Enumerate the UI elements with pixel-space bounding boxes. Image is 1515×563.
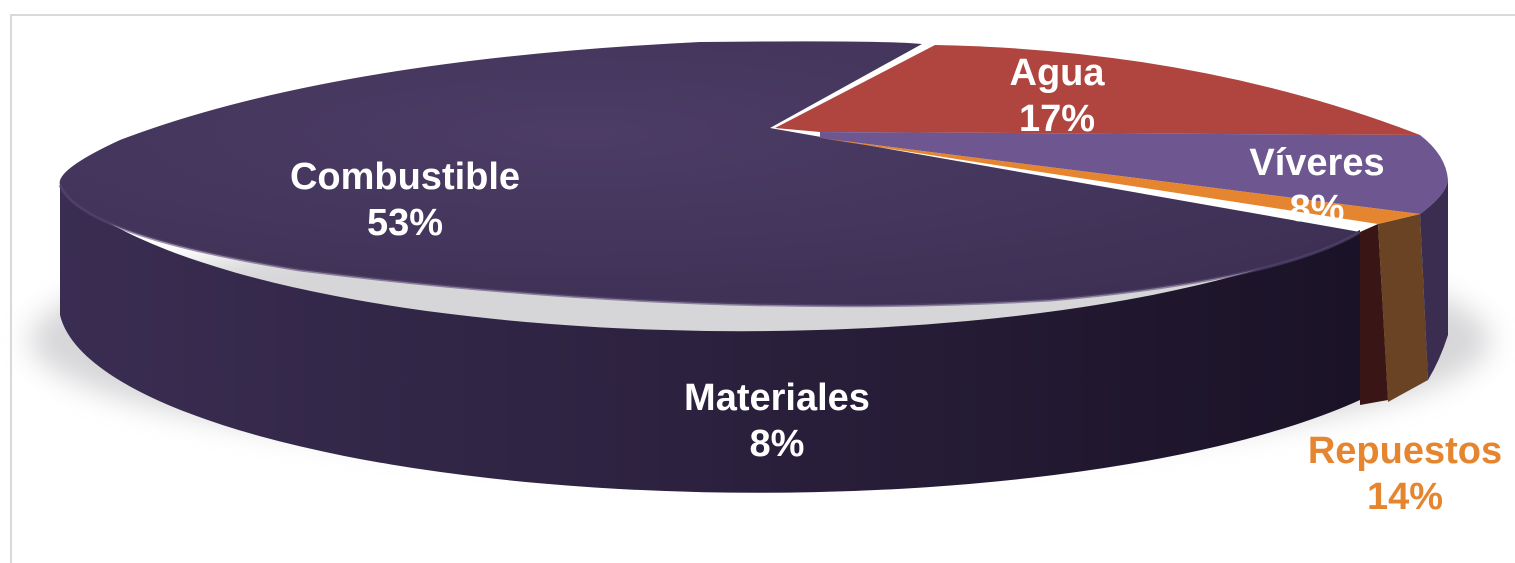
- slice-value-viveres: 8%: [1290, 188, 1345, 230]
- slice-value-combustible: 53%: [367, 202, 443, 244]
- slice-label-repuestos: Repuestos: [1308, 430, 1502, 472]
- slice-value-materiales: 8%: [750, 423, 805, 465]
- chart-frame: [10, 14, 1515, 563]
- slice-label-viveres: Víveres: [1249, 142, 1384, 184]
- slice-agua: [775, 45, 1420, 135]
- slice-combustible: [59, 41, 1361, 306]
- slice-value-agua: 17%: [1019, 98, 1095, 140]
- slice-side-viveres: [1420, 180, 1448, 380]
- slice-label-combustible: Combustible: [290, 156, 520, 198]
- slice-side-combustible: [60, 185, 1360, 493]
- slice-combustible-rim: [58, 184, 1361, 308]
- slice-side-agua-inner: [1360, 224, 1388, 405]
- slice-label-agua: Agua: [1010, 52, 1106, 94]
- slice-value-repuestos: 14%: [1367, 476, 1443, 518]
- slice-repuestos: [820, 138, 1420, 224]
- slice-label-materiales: Materiales: [684, 377, 870, 419]
- pie-tops: [58, 41, 1448, 308]
- slice-viveres: [820, 132, 1448, 214]
- slice-side-repuestos: [1378, 214, 1428, 402]
- pie-sides: [60, 180, 1448, 493]
